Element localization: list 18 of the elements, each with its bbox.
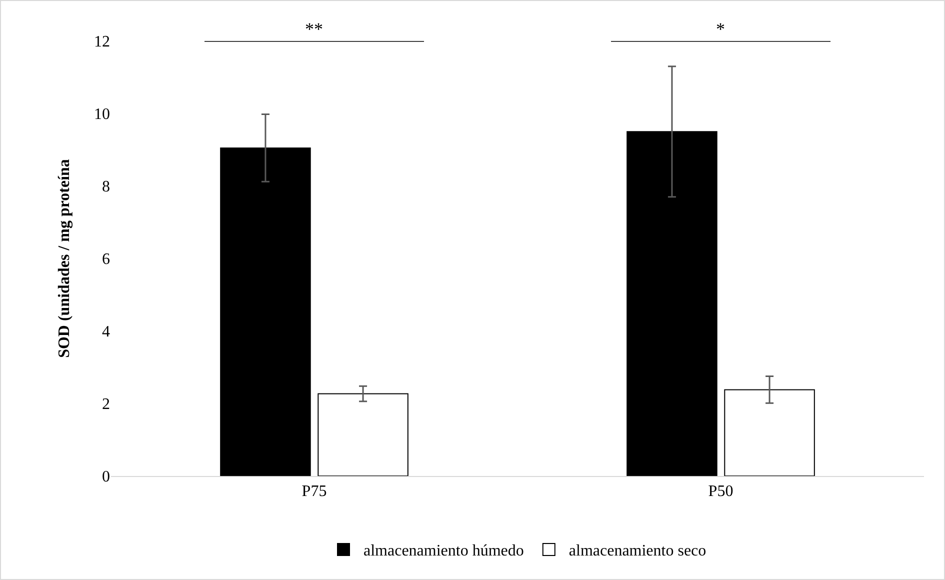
bar [318, 393, 408, 476]
bar [626, 131, 718, 476]
text: ** [305, 19, 323, 39]
y-tick-label: 6 [102, 251, 110, 268]
bar [724, 389, 815, 476]
y-tick-label: 8 [102, 178, 110, 196]
y-tick-label: 4 [102, 324, 110, 341]
legend-label: almacenamiento húmedo [364, 542, 524, 560]
text: * [716, 19, 725, 39]
legend-label: almacenamiento seco [568, 542, 706, 560]
y-tick-label: 2 [102, 396, 110, 414]
bar [220, 147, 311, 476]
x-tick-label: P75 [302, 483, 327, 500]
y-axis-title: SOD (unidades / mg proteína [56, 159, 73, 358]
y-tick-label: 0 [102, 468, 110, 486]
x-tick-label: P50 [708, 483, 734, 500]
y-tick-label: 12 [94, 34, 110, 51]
y-tick-label: 10 [94, 106, 110, 124]
